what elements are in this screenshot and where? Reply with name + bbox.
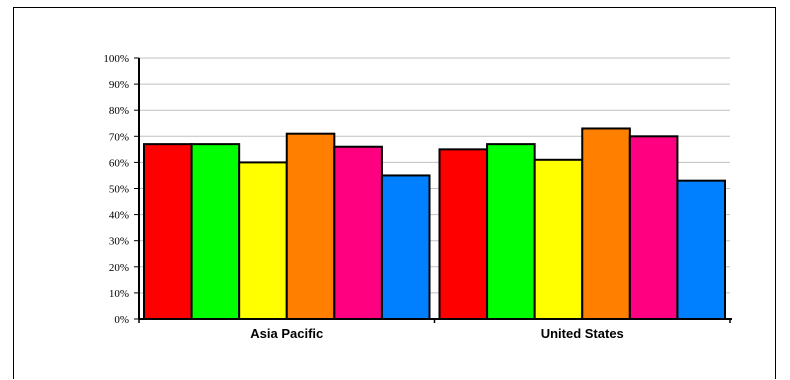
y-tick-label: 30%: [109, 236, 129, 248]
y-tick-label: 0%: [114, 314, 129, 326]
y-tick-label: 40%: [109, 210, 129, 222]
bar: [143, 143, 193, 320]
y-tick-label: 10%: [109, 288, 129, 300]
bar: [285, 132, 336, 320]
bar: [486, 143, 536, 320]
bar: [238, 161, 288, 320]
y-tick-label: 80%: [109, 105, 129, 117]
x-category-label: United States: [541, 326, 624, 341]
bar: [190, 143, 241, 320]
bar: [333, 145, 383, 320]
x-category-label: Asia Pacific: [250, 326, 323, 341]
y-tick-label: 90%: [109, 79, 129, 91]
y-tick-label: 50%: [109, 184, 129, 196]
bar: [628, 135, 679, 320]
y-tick-label: 20%: [109, 262, 129, 274]
y-tick-label: 70%: [109, 131, 129, 143]
y-tick-label: 60%: [109, 157, 129, 169]
bar: [533, 158, 584, 320]
bar: [438, 148, 489, 320]
y-tick-label: 100%: [103, 53, 129, 65]
bar: [676, 179, 727, 320]
bar: [380, 174, 431, 320]
bar: [581, 127, 631, 320]
